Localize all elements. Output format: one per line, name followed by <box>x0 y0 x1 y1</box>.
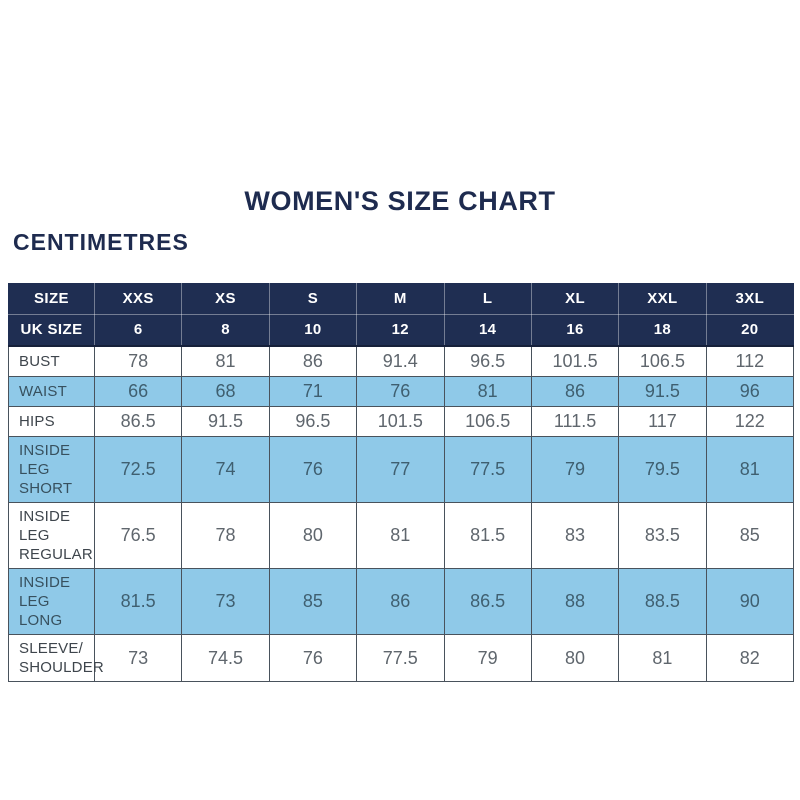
measurement-value-cell: 83 <box>530 502 620 569</box>
measurement-value-cell: 77.5 <box>443 436 532 503</box>
measurement-value-cell: 79.5 <box>618 436 707 503</box>
measurement-value-cell: 66 <box>93 376 183 407</box>
measurement-value-cell: 86 <box>530 376 620 407</box>
uk-size-value: 20 <box>705 314 795 347</box>
measurement-row-label: HIPS <box>8 406 95 437</box>
measurement-row-label: INSIDE LEG REGULAR <box>8 502 95 569</box>
measurement-value-cell: 96.5 <box>268 406 358 437</box>
measurement-value-cell: 82 <box>705 634 795 682</box>
size-header-row: SIZE XXS XS S M L XL XXL 3XL <box>8 283 795 315</box>
size-column-header: XL <box>530 283 620 315</box>
measurement-row-label: BUST <box>8 345 95 377</box>
uk-size-value: 18 <box>618 314 707 347</box>
measurement-value-cell: 76 <box>268 436 358 503</box>
measurement-value-cell: 96.5 <box>443 345 532 377</box>
measurement-value-cell: 91.5 <box>618 376 707 407</box>
measurement-value-cell: 68 <box>181 376 270 407</box>
measurement-value-cell: 80 <box>268 502 358 569</box>
measurement-value-cell: 112 <box>705 345 795 377</box>
measurement-value-cell: 76.5 <box>93 502 183 569</box>
measurement-value-cell: 88.5 <box>618 568 707 635</box>
measurement-value-cell: 74.5 <box>181 634 270 682</box>
size-column-header: XXS <box>93 283 183 315</box>
uk-size-value: 6 <box>93 314 183 347</box>
measurement-value-cell: 86 <box>268 345 358 377</box>
measurement-value-cell: 85 <box>705 502 795 569</box>
measurement-value-cell: 90 <box>705 568 795 635</box>
size-table: SIZE XXS XS S M L XL XXL 3XL UK SIZE 6 8 10 12 14 16 18 2… <box>8 283 795 682</box>
measurement-value-cell: 111.5 <box>530 406 620 437</box>
measurement-value-cell: 101.5 <box>356 406 445 437</box>
uk-size-value: 12 <box>356 314 445 347</box>
measurement-row: INSIDE LEG REGULAR 76.5 78 80 81 81.5 83 83.5 85 <box>8 502 795 569</box>
size-column-header: S <box>268 283 358 315</box>
size-column-header: M <box>356 283 445 315</box>
size-table-body: BUST 78 81 86 91.4 96.5 101.5 106.5 112 WAIST 66 68… <box>8 345 795 682</box>
measurement-value-cell: 91.5 <box>181 406 270 437</box>
measurement-row: INSIDE LEG SHORT 72.5 74 76 77 77.5 79 79.5 81 <box>8 436 795 503</box>
measurement-value-cell: 71 <box>268 376 358 407</box>
measurement-value-cell: 80 <box>530 634 620 682</box>
measurement-value-cell: 122 <box>705 406 795 437</box>
measurement-value-cell: 79 <box>530 436 620 503</box>
measurement-value-cell: 81 <box>356 502 445 569</box>
measurement-value-cell: 78 <box>93 345 183 377</box>
measurement-row: BUST 78 81 86 91.4 96.5 101.5 106.5 112 <box>8 345 795 377</box>
size-column-header: L <box>443 283 532 315</box>
uk-size-value: 16 <box>530 314 620 347</box>
measurement-row: HIPS 86.5 91.5 96.5 101.5 106.5 111.5 117 122 <box>8 406 795 437</box>
measurement-value-cell: 81 <box>181 345 270 377</box>
measurement-value-cell: 78 <box>181 502 270 569</box>
measurement-value-cell: 86.5 <box>443 568 532 635</box>
size-table-header: SIZE XXS XS S M L XL XXL 3XL UK SIZE 6 8 10 12 14 16 18 2… <box>8 283 795 347</box>
measurement-value-cell: 106.5 <box>443 406 532 437</box>
measurement-value-cell: 86 <box>356 568 445 635</box>
uk-size-header-row: UK SIZE 6 8 10 12 14 16 18 20 <box>8 314 795 347</box>
measurement-value-cell: 73 <box>93 634 183 682</box>
measurement-row: INSIDE LEG LONG 81.5 73 85 86 86.5 88 88.5 90 <box>8 568 795 635</box>
measurement-row: SLEEVE/ SHOULDER 73 74.5 76 77.5 79 80 81 82 <box>8 634 795 682</box>
uk-size-value: 8 <box>181 314 270 347</box>
measurement-value-cell: 83.5 <box>618 502 707 569</box>
measurement-value-cell: 73 <box>181 568 270 635</box>
measurement-value-cell: 81 <box>618 634 707 682</box>
measurement-value-cell: 88 <box>530 568 620 635</box>
measurement-value-cell: 81.5 <box>443 502 532 569</box>
measurement-value-cell: 74 <box>181 436 270 503</box>
measurement-value-cell: 86.5 <box>93 406 183 437</box>
size-header-label: SIZE <box>8 283 95 315</box>
size-column-header: XXL <box>618 283 707 315</box>
measurement-value-cell: 72.5 <box>93 436 183 503</box>
uk-size-header-label: UK SIZE <box>8 314 95 347</box>
measurement-value-cell: 81 <box>705 436 795 503</box>
measurement-value-cell: 81 <box>443 376 532 407</box>
page: { "title": "WOMEN'S SIZE CHART", "unit_l… <box>0 186 800 800</box>
measurement-value-cell: 77 <box>356 436 445 503</box>
size-column-header: XS <box>181 283 270 315</box>
measurement-value-cell: 76 <box>356 376 445 407</box>
measurement-row-label: INSIDE LEG SHORT <box>8 436 95 503</box>
measurement-value-cell: 91.4 <box>356 345 445 377</box>
measurement-value-cell: 101.5 <box>530 345 620 377</box>
measurement-row-label: WAIST <box>8 376 95 407</box>
size-column-header: 3XL <box>705 283 795 315</box>
measurement-value-cell: 77.5 <box>356 634 445 682</box>
measurement-row-label: INSIDE LEG LONG <box>8 568 95 635</box>
page-title: WOMEN'S SIZE CHART <box>244 186 556 216</box>
measurement-row-label: SLEEVE/ SHOULDER <box>8 634 104 682</box>
measurement-value-cell: 76 <box>268 634 358 682</box>
measurement-row: WAIST 66 68 71 76 81 86 91.5 96 <box>8 376 795 407</box>
measurement-value-cell: 117 <box>618 406 707 437</box>
uk-size-value: 14 <box>443 314 532 347</box>
units-label: CENTIMETRES <box>13 229 189 255</box>
size-chart-page: WOMEN'S SIZE CHART CENTIMETRES SIZE XXS XS… <box>0 186 800 800</box>
uk-size-value: 10 <box>268 314 358 347</box>
measurement-value-cell: 106.5 <box>618 345 707 377</box>
measurement-value-cell: 85 <box>268 568 358 635</box>
measurement-value-cell: 81.5 <box>93 568 183 635</box>
measurement-value-cell: 79 <box>443 634 532 682</box>
measurement-value-cell: 96 <box>705 376 795 407</box>
